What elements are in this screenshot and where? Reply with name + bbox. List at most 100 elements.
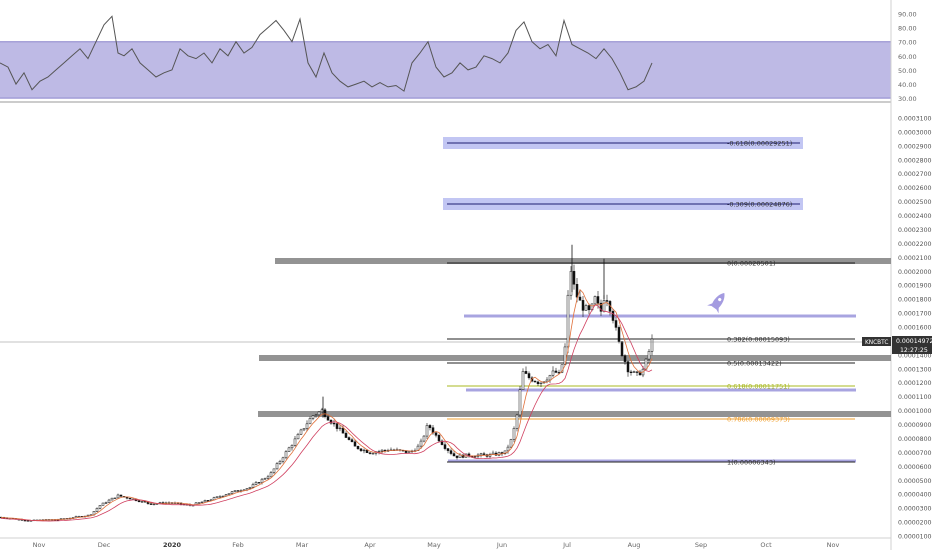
rsi-band [0,41,891,99]
candle-body [617,327,621,342]
price-axis-tick: 0.00006000 [898,464,932,471]
candle-body [551,370,555,376]
rsi-y-tick: 40.00 [898,81,917,89]
price-axis-tick: 0.00011000 [898,394,932,401]
time-axis-tick: Mar [296,541,309,549]
candle-body [344,432,348,438]
candle-body [593,296,597,305]
candle-body [137,500,141,502]
candle-body [638,371,642,376]
candle-body [254,482,258,485]
candle-body [620,341,624,356]
candle-body [419,440,423,447]
candle-body [296,433,300,440]
candle-body [578,296,582,301]
candle-body [407,451,411,453]
candle-body [218,496,222,498]
candle-body [440,440,444,445]
price-axis-tick: 0.00028000 [898,157,932,164]
price-axis-tick: 0.00023000 [898,227,932,234]
candle-body [200,501,204,504]
candle-body [647,351,651,360]
candle-body [116,494,120,499]
price-axis-tick: 0.00012000 [898,380,932,387]
price-axis-tick: 0.00026000 [898,185,932,192]
candle-body [338,427,342,430]
time-axis-tick: Sep [695,541,707,549]
rsi-y-tick: 80.00 [898,25,917,33]
candle-body [539,382,543,385]
moving-average-line [0,288,653,521]
candle-body [425,425,429,437]
candle-body [140,501,144,503]
candle-body [251,484,255,488]
candle-body [626,361,630,373]
last-price-text: 0.00014972 [896,338,932,345]
candle-body [113,497,117,499]
candle-body [575,284,579,298]
time-axis-tick: Nov [827,541,840,549]
candle-body [587,305,591,311]
candle-body [434,432,438,436]
candle-body [527,373,531,379]
price-axis-tick: 0.00018000 [898,297,932,304]
fib-label: 0(0.00020501) [727,260,776,268]
candle-body [605,300,609,302]
candle-body [317,411,321,416]
candle-body [302,428,306,431]
candle-body [128,497,132,500]
candle-body [509,439,513,448]
price-axis-tick: 0.00005000 [898,478,932,485]
candle-body [443,444,447,449]
candle-body [281,457,285,462]
candle-body [473,456,477,458]
candle-body [215,496,219,498]
candle-body [248,487,252,489]
candle-body [149,503,153,505]
candle-body [614,320,618,328]
fib-label: 0.618(0.00011751) [727,383,790,391]
candle-body [236,490,240,492]
candle-body [311,415,315,419]
fib-label: -0.618(0.00029251) [727,140,792,148]
price-axis-tick: 0.00021000 [898,255,932,262]
candle-body [512,428,516,440]
candle-body [572,271,576,285]
price-axis-tick: 0.00020000 [898,269,932,276]
time-axis-tick: Apr [364,541,376,549]
price-axis-tick: 0.00013000 [898,366,932,373]
candle-body [494,452,498,456]
time-axis-tick: Jun [496,541,507,549]
candle-body [623,355,627,362]
price-axis-tick: 0.00024000 [898,213,932,220]
candle-body [269,472,273,478]
moving-average-line [0,304,653,522]
candle-body [197,502,201,504]
candle-body [257,482,261,484]
candle-body [329,419,333,424]
price-axis-tick: 0.00017000 [898,311,932,318]
rsi-y-tick: 90.00 [898,10,917,18]
pair-label-bg [862,337,891,346]
candles-group [0,244,654,522]
candle-body [632,371,636,373]
candle-body [506,446,510,452]
price-axis-tick: 0.00019000 [898,283,932,290]
candle-body [95,508,99,512]
candle-body [335,423,339,429]
candle-body [371,453,375,455]
fib-label: 1(0.00006343) [727,459,776,467]
price-axis-tick: 0.00008000 [898,436,932,443]
candle-body [206,500,210,502]
candle-body [629,371,633,373]
candle-body [284,451,288,459]
rsi-y-tick: 70.00 [898,39,917,47]
candle-body [275,463,279,470]
candle-body [446,448,450,451]
pair-label: KNCBTC [865,340,888,346]
candle-body [107,499,111,503]
price-axis-tick: 0.00022000 [898,241,932,248]
candle-body [23,519,27,522]
candle-body [428,425,432,428]
